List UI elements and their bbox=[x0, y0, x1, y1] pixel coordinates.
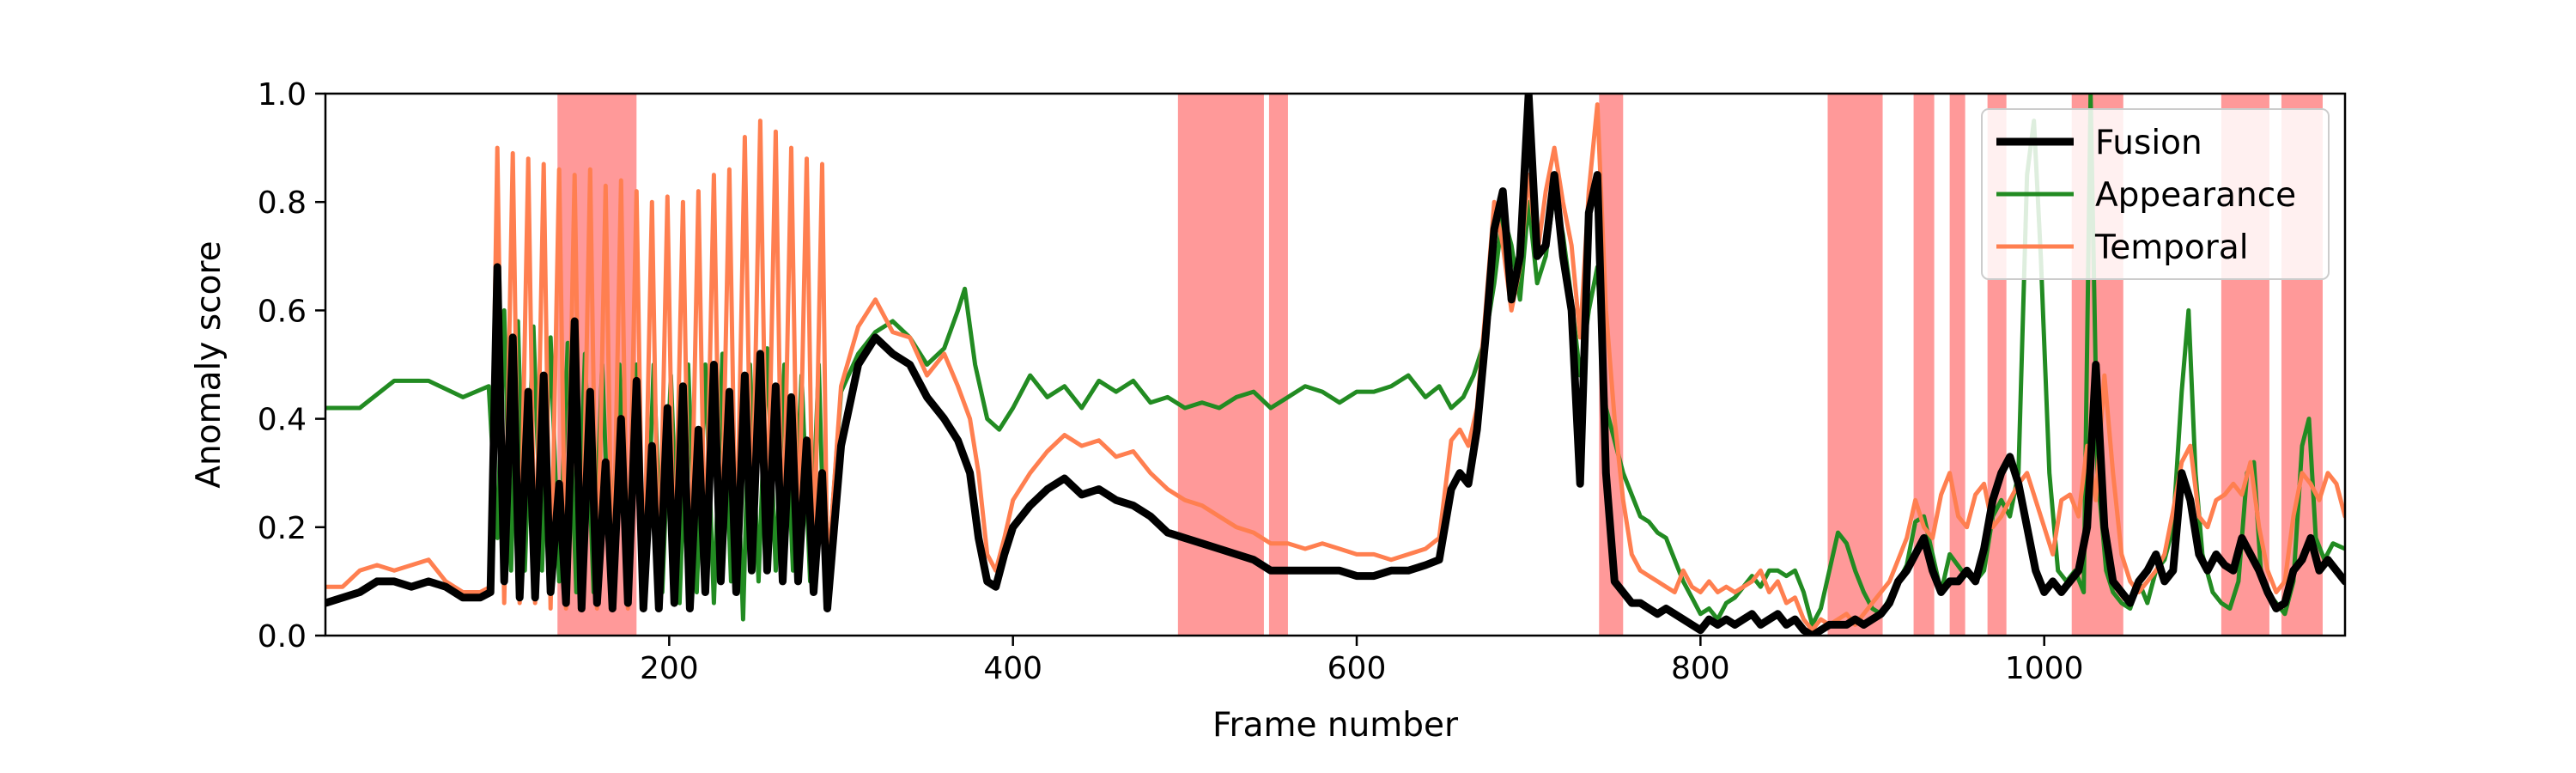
y-tick-label: 0.4 bbox=[258, 403, 307, 438]
x-tick-label: 800 bbox=[1671, 651, 1730, 686]
anomaly-region bbox=[1177, 94, 1264, 636]
x-tick-label: 1000 bbox=[2005, 651, 2084, 686]
y-axis-title: Anomaly score bbox=[190, 240, 228, 488]
y-tick-label: 0.6 bbox=[258, 294, 307, 329]
anomaly-region bbox=[1268, 94, 1288, 636]
legend: Fusion Appearance Temporal bbox=[1981, 108, 2330, 280]
series-line-fusion bbox=[325, 94, 2345, 636]
x-tick-label: 600 bbox=[1327, 651, 1387, 686]
legend-label-temporal: Temporal bbox=[2094, 228, 2249, 267]
x-axis: 200 400 600 800 1000 bbox=[640, 636, 2084, 686]
y-tick-label: 0.8 bbox=[258, 186, 307, 221]
legend-label-fusion: Fusion bbox=[2095, 124, 2202, 162]
x-axis-title: Frame number bbox=[1212, 706, 1459, 745]
plot-frame bbox=[324, 92, 2347, 637]
y-tick-label: 1.0 bbox=[258, 77, 307, 113]
x-tick-label: 200 bbox=[640, 651, 699, 686]
y-tick-label: 0.2 bbox=[258, 511, 307, 546]
x-tick-label: 400 bbox=[983, 651, 1042, 686]
series-line-temporal bbox=[325, 102, 2345, 633]
y-tick-label: 0.0 bbox=[258, 619, 307, 654]
legend-label-appearance: Appearance bbox=[2095, 176, 2296, 215]
legend-box bbox=[1981, 108, 2330, 280]
anomaly-region bbox=[1827, 94, 1883, 636]
y-axis: 0.0 0.2 0.4 0.6 0.8 1.0 bbox=[258, 77, 325, 654]
